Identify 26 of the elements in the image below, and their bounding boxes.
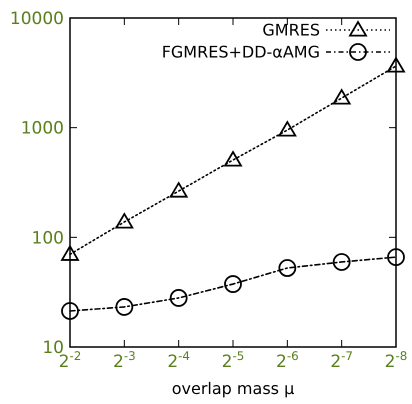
x-tick-label: 2$^{-5}$ [222,349,244,372]
legend-label: GMRES [262,20,320,40]
x-tick-label: 2$^{-8}$ [384,349,408,372]
y-tick-label: 100 [32,228,64,248]
point [278,259,296,277]
point [170,289,188,307]
x-tick-label: 2$^{-4}$ [167,349,190,372]
point [332,253,351,271]
y-tick-label: 1000 [20,118,64,139]
x-tick-label: 2$^{-6}$ [276,349,299,372]
x-axis-title: overlap mass μ [172,379,294,398]
point [224,151,242,167]
point [278,121,296,137]
point [332,89,351,105]
point [115,298,134,316]
point [61,245,79,261]
point [224,275,242,293]
point [387,248,405,266]
point [387,57,405,73]
x-tick-label: 2$^{-7}$ [330,349,354,372]
x-tick-label: 2$^{-3}$ [112,349,136,372]
y-tick-label: 10000 [10,8,64,29]
point [61,302,79,320]
legend-label: FGMRES+DD-αAMG [162,42,320,62]
point [170,182,188,198]
point [115,213,134,228]
